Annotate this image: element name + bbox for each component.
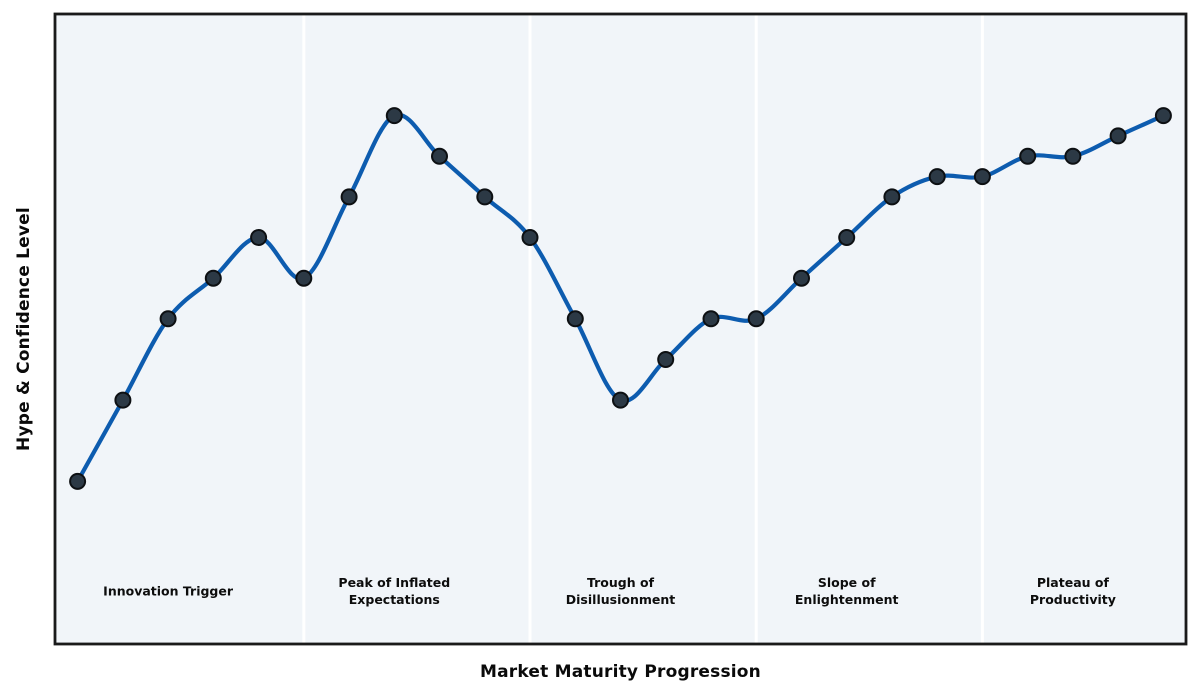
data-point — [883, 188, 901, 206]
data-point — [566, 310, 584, 328]
data-point — [793, 269, 810, 287]
y-axis-label: Hype & Confidence Level — [14, 207, 34, 451]
data-point — [204, 269, 222, 287]
data-point — [340, 188, 358, 206]
plot-area — [55, 14, 1186, 644]
data-point — [612, 391, 629, 409]
phase-label-slope-of-enlightenment: Slope of Enlightenment — [794, 575, 899, 607]
data-point — [521, 229, 539, 246]
data-point — [838, 229, 856, 246]
data-point — [1064, 147, 1082, 165]
data-point — [928, 168, 946, 186]
plot-border — [53, 12, 1188, 646]
data-point — [1109, 127, 1127, 145]
data-point — [702, 310, 720, 328]
data-point — [69, 472, 87, 490]
data-point — [973, 168, 991, 186]
phase-label-plateau-of-productivity: Plateau of Productivity — [1029, 575, 1116, 607]
data-point — [114, 391, 132, 409]
data-point — [385, 107, 403, 125]
data-point — [1019, 147, 1037, 165]
phase-label-trough-of-disillusionment: Trough of Disillusionment — [565, 575, 676, 607]
data-point — [747, 310, 765, 328]
data-point — [295, 269, 313, 287]
data-point — [476, 188, 494, 206]
x-axis-label: Market Maturity Progression — [479, 662, 761, 682]
data-point — [159, 310, 177, 328]
phase-label-innovation-trigger: Innovation Trigger — [103, 583, 234, 599]
data-point — [431, 147, 448, 165]
data-point — [1154, 107, 1172, 125]
data-point — [657, 351, 675, 368]
phase-label-peak-of-inflated-expectations: Peak of Inflated Expectations — [338, 575, 451, 607]
data-point — [250, 229, 268, 246]
